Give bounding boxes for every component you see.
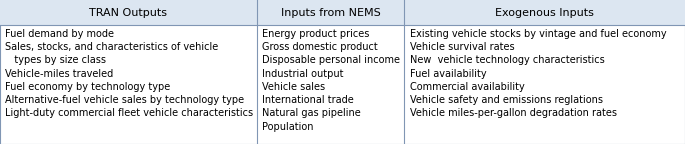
Text: Vehicle survival rates: Vehicle survival rates	[410, 42, 514, 52]
Text: Vehicle-miles traveled: Vehicle-miles traveled	[5, 69, 114, 78]
Text: Inputs from NEMS: Inputs from NEMS	[281, 8, 380, 18]
Text: Industrial output: Industrial output	[262, 69, 344, 78]
Text: Gross domestic product: Gross domestic product	[262, 42, 378, 52]
Text: Natural gas pipeline: Natural gas pipeline	[262, 108, 361, 118]
Text: Energy product prices: Energy product prices	[262, 29, 370, 39]
Text: Alternative-fuel vehicle sales by technology type: Alternative-fuel vehicle sales by techno…	[5, 95, 245, 105]
Text: International trade: International trade	[262, 95, 354, 105]
Text: New  vehicle technology characteristics: New vehicle technology characteristics	[410, 55, 604, 65]
Text: Fuel availability: Fuel availability	[410, 69, 486, 78]
Text: types by size class: types by size class	[5, 55, 106, 65]
Text: Light-duty commercial fleet vehicle characteristics: Light-duty commercial fleet vehicle char…	[5, 108, 253, 118]
Text: Vehicle safety and emissions reglations: Vehicle safety and emissions reglations	[410, 95, 603, 105]
Text: Commercial availability: Commercial availability	[410, 82, 525, 92]
Text: Existing vehicle stocks by vintage and fuel economy: Existing vehicle stocks by vintage and f…	[410, 29, 667, 39]
Text: Vehicle miles-per-gallon degradation rates: Vehicle miles-per-gallon degradation rat…	[410, 108, 616, 118]
Text: Vehicle sales: Vehicle sales	[262, 82, 325, 92]
Text: Fuel economy by technology type: Fuel economy by technology type	[5, 82, 171, 92]
Bar	[0, 0, 685, 25]
Text: TRAN Outputs: TRAN Outputs	[90, 8, 167, 18]
Text: Exogenous Inputs: Exogenous Inputs	[495, 8, 594, 18]
Text: Disposable personal income: Disposable personal income	[262, 55, 400, 65]
Text: Sales, stocks, and characteristics of vehicle: Sales, stocks, and characteristics of ve…	[5, 42, 219, 52]
Text: Population: Population	[262, 122, 314, 131]
Text: Fuel demand by mode: Fuel demand by mode	[5, 29, 114, 39]
